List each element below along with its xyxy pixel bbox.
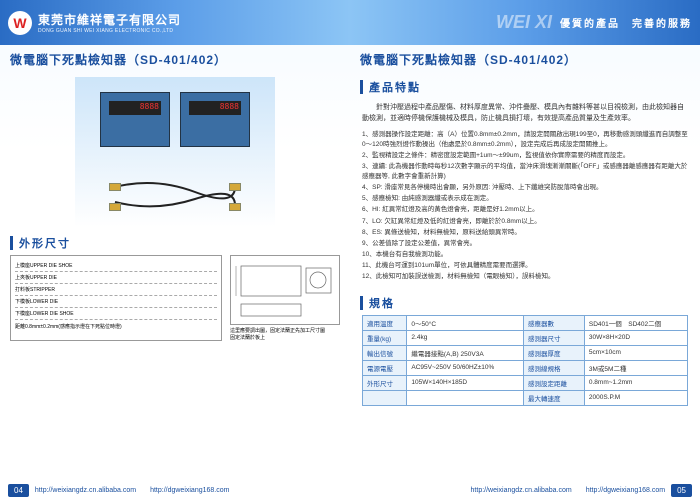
dim-note: 距離0.8mm±0.2mm(感應指示燈在下死點位時燈) [15, 323, 217, 330]
spec-cell: AC95V~250V 50/60HZ±10% [407, 360, 524, 375]
right-page: WEI XI 優質的產品 完善的服務 微電腦下死點檢知器（SD-401/402）… [350, 0, 700, 500]
section-bar-icon [10, 236, 13, 250]
dim-label: 打料板STRIPPER [15, 284, 217, 296]
table-row: 適用溫度 0～50°C 感應器數 SD401一個 SD402二個 [363, 315, 688, 330]
spec-cell: 3M或5M二種 [584, 360, 687, 375]
section-feat-title: 產品特點 [369, 79, 421, 95]
feature-item: 10、本機台有自我檢測功能。 [362, 250, 688, 260]
section-bar-icon [360, 296, 363, 310]
tagline: 優質的產品 完善的服務 [560, 15, 692, 30]
spec-cell: 重量(kg) [363, 330, 407, 345]
page-title-left: 微電腦下死點檢知器（SD-401/402） [0, 45, 350, 73]
device-sd401 [100, 92, 170, 147]
footer-url: http://weixiangdz.cn.alibaba.com http://… [471, 485, 666, 495]
intro-paragraph: 針對沖壓過程中產品壓傷、材料厚度異常、沖件疊壓、模具內有雜料等甚以目視檢測，由此… [350, 99, 700, 130]
left-page: W 東莞市維祥電子有限公司 DONG GUAN SHI WEI XIANG EL… [0, 0, 350, 500]
feature-item: 3、連續: 此為機器作動時每秒12次數字顯示的平均值，當沖床滑塊漸漸關斷(「OF… [362, 162, 688, 182]
spec-cell: 電源電壓 [363, 360, 407, 375]
header-right: WEI XI 優質的產品 完善的服務 [350, 0, 700, 45]
company-block: 東莞市維祥電子有限公司 DONG GUAN SHI WEI XIANG ELEC… [38, 11, 181, 34]
section-spec-title: 規格 [369, 295, 395, 311]
spec-cell: 0.8mm~1.2mm [584, 375, 687, 390]
product-photo [75, 77, 275, 227]
flange-diagram [230, 255, 340, 325]
spec-cell: 30W×8H×20D [584, 330, 687, 345]
spec-cell: 輸出信號 [363, 345, 407, 360]
feature-item: 1、感測器操作設定距離：高（A）位置0.8mm±0.2mm，請設定開關啟出現19… [362, 130, 688, 150]
section-dimensions: 外形尺寸 [10, 235, 340, 251]
feature-item: 12、此檢知可加裝誤送檢測，材料無檢知（電眼檢知），誤料檢知。 [362, 272, 688, 282]
spec-cell: 感測器尺寸 [524, 330, 585, 345]
spec-cell: 5cm×10cm [584, 345, 687, 360]
die-stack-diagram: 上模座UPPER DIE SHOE 上夾板UPPER DIE 打料板STRIPP… [10, 255, 222, 341]
company-name-en: DONG GUAN SHI WEI XIANG ELECTRONIC CO.,L… [38, 28, 181, 34]
spec-cell: 感測設定距離 [524, 375, 585, 390]
page-title-right: 微電腦下死點檢知器（SD-401/402） [350, 45, 700, 73]
feature-item: 5、感應檢知: 由純感測器纖或表示成在測定。 [362, 194, 688, 204]
feature-item: 2、監視精設定之條件：精密度設定範圍+1um～±99um，監視值依你實際需要的精… [362, 151, 688, 161]
spec-cell: 2.4kg [407, 330, 524, 345]
section-dim-title: 外形尺寸 [19, 235, 71, 251]
feature-item: 11、此機台可運到101um單位，可依具體精度需要而選擇。 [362, 261, 688, 271]
feature-list: 1、感測器操作設定距離：高（A）位置0.8mm±0.2mm，請設定開關啟出現19… [350, 130, 700, 289]
spec-cell: SD401一個 SD402二個 [584, 315, 687, 330]
spec-cell: 105W×140H×185D [407, 375, 524, 390]
catalog-spread: W 東莞市維祥電子有限公司 DONG GUAN SHI WEI XIANG EL… [0, 0, 700, 500]
spec-cell: 適用溫度 [363, 315, 407, 330]
feature-item: 8、ES: 異條送檢知，材料無檢知，原料送給頭異常時。 [362, 228, 688, 238]
dim-label: 下模板LOWER DIE [15, 296, 217, 308]
dimension-right-col: 這里應要調出圖，固定法蘭正先加工尺寸圖 固定法蘭於板上 [230, 255, 340, 341]
spec-cell: 0～50°C [407, 315, 524, 330]
connector-icon [229, 183, 241, 191]
dimension-diagrams: 上模座UPPER DIE SHOE 上夾板UPPER DIE 打料板STRIPP… [10, 255, 340, 341]
page-number: 05 [671, 484, 692, 497]
company-name-cn: 東莞市維祥電子有限公司 [38, 11, 181, 28]
dim-note: 固定法蘭於板上 [230, 334, 340, 341]
footer-left: 04 http://weixiangdz.cn.alibaba.com http… [0, 480, 350, 500]
spec-cell: 感應器數 [524, 315, 585, 330]
table-row: 電源電壓 AC95V~250V 50/60HZ±10% 感測線規格 3M或5M二… [363, 360, 688, 375]
spec-cell: 最大轉速度 [524, 390, 585, 405]
spec-cell: 外形尺寸 [363, 375, 407, 390]
dim-label: 上夾板UPPER DIE [15, 272, 217, 284]
spec-table: 適用溫度 0～50°C 感應器數 SD401一個 SD402二個 重量(kg) … [362, 315, 688, 406]
company-logo: W [8, 11, 32, 35]
connector-icon [109, 183, 121, 191]
spec-cell: 繼電器接點(A,B) 250V3A [407, 345, 524, 360]
footer-url: http://weixiangdz.cn.alibaba.com http://… [35, 485, 230, 495]
page-number: 04 [8, 484, 29, 497]
dim-label: 上模座UPPER DIE SHOE [15, 260, 217, 272]
spec-cell: 2000S.P.M [584, 390, 687, 405]
device-sd402 [180, 92, 250, 147]
connector-icon [109, 203, 121, 211]
feature-item: 6、HI: 紅異常紅燈及高的黃色燈會亮，距離是好1.2mm以上。 [362, 205, 688, 215]
table-row: 最大轉速度 2000S.P.M [363, 390, 688, 405]
footer-right: http://weixiangdz.cn.alibaba.com http://… [350, 480, 700, 500]
feature-item: 4、SP: 滑座常見各停機時出會顯，另外原因: 沖壓時、上下纖維突防脫落時會出現… [362, 183, 688, 193]
table-row: 輸出信號 繼電器接點(A,B) 250V3A 感測器厚度 5cm×10cm [363, 345, 688, 360]
table-row: 外形尺寸 105W×140H×185D 感測設定距離 0.8mm~1.2mm [363, 375, 688, 390]
dim-label: 下模座LOWER DIE SHOE [15, 308, 217, 320]
dim-note: 這里應要調出圖，固定法蘭正先加工尺寸圖 [230, 327, 340, 334]
section-spec: 規格 [360, 295, 690, 311]
spec-cell: 感測線規格 [524, 360, 585, 375]
feature-item: 7、LO: 欠缸異常紅燈及低的紅燈會亮，即離於於0.8mm以上。 [362, 217, 688, 227]
header-left: W 東莞市維祥電子有限公司 DONG GUAN SHI WEI XIANG EL… [0, 0, 350, 45]
section-bar-icon [360, 80, 363, 94]
spec-cell: 感測器厚度 [524, 345, 585, 360]
sensor-cables [105, 177, 245, 217]
feature-item: 9、公差值除了設定公差值，異常會亮。 [362, 239, 688, 249]
connector-icon [229, 203, 241, 211]
brand-watermark: WEI XI [496, 12, 552, 33]
table-row: 重量(kg) 2.4kg 感測器尺寸 30W×8H×20D [363, 330, 688, 345]
section-features: 產品特點 [360, 79, 690, 95]
